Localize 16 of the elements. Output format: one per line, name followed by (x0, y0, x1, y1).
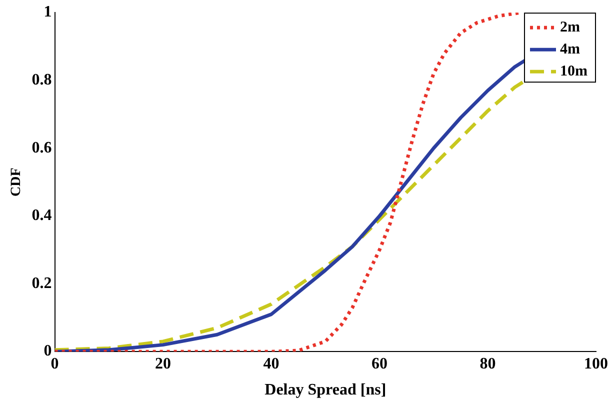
y-tick-label: 0.8 (32, 72, 52, 89)
y-tick-label: 0.4 (32, 207, 52, 224)
x-tick-label: 80 (480, 355, 496, 372)
legend-label: 10m (560, 63, 588, 80)
y-tick-label: 0.2 (32, 274, 52, 292)
x-tick-label: 40 (263, 355, 280, 372)
x-axis-title: Delay Spread [ns] (264, 382, 386, 399)
x-tick-label: 20 (155, 355, 172, 372)
x-tick-label: 60 (372, 355, 388, 372)
y-axis-title: CDF (9, 168, 24, 196)
x-tick-label: 100 (584, 355, 608, 372)
y-tick-label: 0.6 (32, 139, 52, 156)
legend-label: 2m (560, 19, 580, 36)
legend-label: 4m (560, 41, 580, 58)
y-tick-label: 1 (44, 4, 52, 21)
y-tick-label: 0 (44, 342, 52, 360)
